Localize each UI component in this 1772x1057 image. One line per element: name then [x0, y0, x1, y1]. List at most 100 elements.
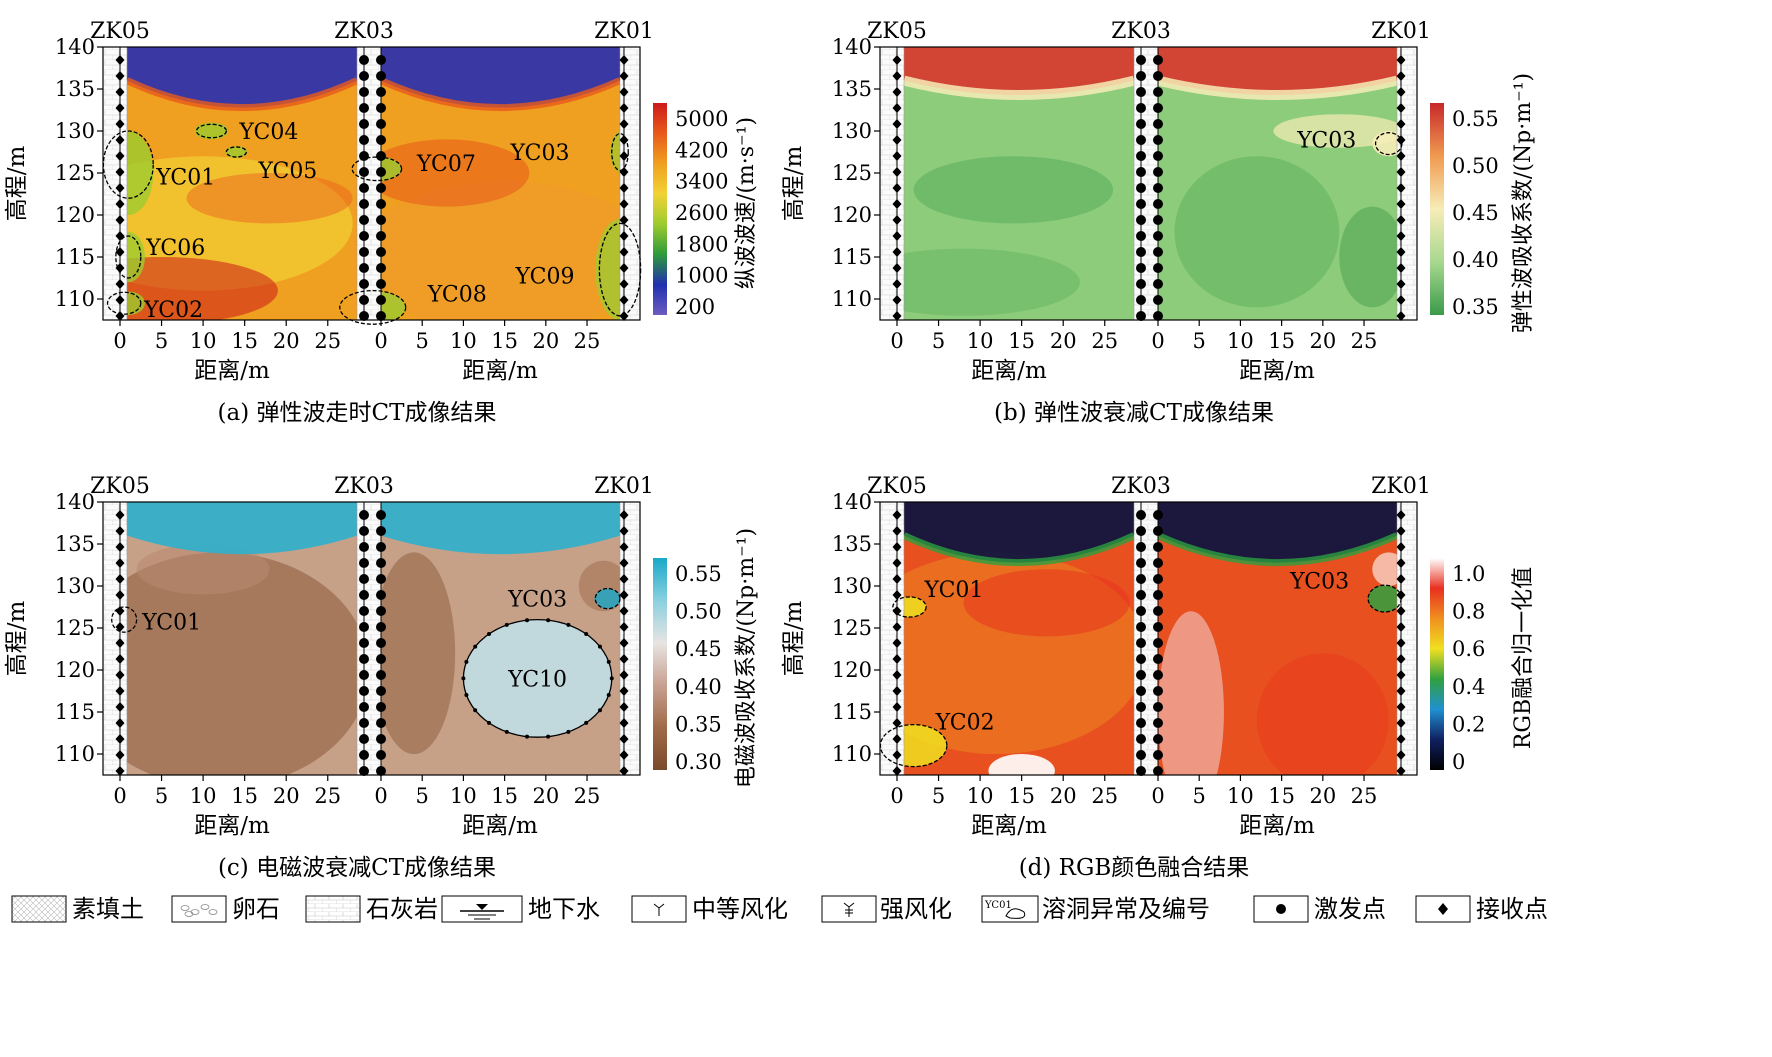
x-axis-label: 距离/m — [194, 813, 270, 839]
receiver-point — [115, 135, 125, 145]
y-tick-label: 115 — [55, 245, 95, 269]
receiver-point — [892, 590, 902, 600]
x-tick-label: 10 — [450, 784, 477, 808]
borehole-zk01 — [1396, 501, 1418, 776]
receiver-point — [1396, 574, 1406, 584]
receiver-point — [892, 734, 902, 744]
x-tick-label: 0 — [374, 784, 387, 808]
colorbar-tick-label: 0.30 — [675, 750, 722, 774]
receiver-point — [115, 526, 125, 536]
source-point — [359, 510, 369, 520]
receiver-point — [115, 167, 125, 177]
receiver-point — [619, 199, 629, 209]
anomaly-label: YC01 — [155, 166, 215, 191]
source-point — [1153, 103, 1163, 113]
source-point — [1153, 670, 1163, 680]
anomaly-outline — [111, 606, 138, 633]
source-point — [376, 750, 386, 760]
source-point — [1153, 718, 1163, 728]
legend-item-strong: 强风化 — [821, 895, 952, 923]
x-tick-label: 20 — [273, 329, 300, 353]
receiver-point — [619, 638, 629, 648]
receiver-point — [115, 590, 125, 600]
y-axis-label: 高程/m — [781, 601, 807, 677]
borehole-zk03 — [356, 46, 382, 321]
receiver-point — [892, 750, 902, 760]
source-point — [376, 622, 386, 632]
receiver-point — [619, 183, 629, 193]
x-axis-label: 距离/m — [462, 813, 538, 839]
receiver-point — [892, 670, 902, 680]
colorbar-label: RGB融合归一化值 — [1511, 567, 1536, 749]
colorbar-tick-label: 2600 — [675, 201, 728, 225]
receiver-point — [619, 686, 629, 696]
receiver-point — [619, 670, 629, 680]
receiver-point — [115, 718, 125, 728]
anomaly-label: YC03 — [507, 588, 567, 613]
anomaly-outline — [225, 146, 247, 158]
anomaly-label: YC03 — [1296, 129, 1356, 154]
receiver-point — [619, 55, 629, 65]
x-tick-label: 0 — [113, 784, 126, 808]
receiver-point — [115, 295, 125, 305]
anomaly-outline — [598, 222, 642, 317]
anomaly-outline — [1367, 584, 1402, 613]
panel-caption: (a) 弹性波走时CT成像结果 — [218, 400, 497, 426]
source-point — [359, 670, 369, 680]
x-tick-label: 5 — [416, 784, 429, 808]
y-tick-label: 115 — [832, 700, 872, 724]
source-point — [376, 167, 386, 177]
colorbar-tick-label: 0.55 — [1452, 107, 1499, 131]
x-tick-label: 5 — [155, 329, 168, 353]
section-zk03-zk01 — [381, 502, 620, 775]
source-point — [1153, 263, 1163, 273]
x-tick-label: 25 — [1351, 784, 1378, 808]
colorbar-tick-label: 1000 — [675, 264, 728, 288]
legend-label: 溶洞异常及编号 — [1042, 895, 1210, 923]
plot-frame — [102, 501, 641, 776]
source-point — [1153, 622, 1163, 632]
colorbar-tick-label: 1.0 — [1452, 562, 1485, 586]
receiver-point — [892, 71, 902, 81]
receiver-point — [1396, 71, 1406, 81]
anomaly-outline — [892, 596, 927, 618]
source-point — [1153, 87, 1163, 97]
x-tick-label: 25 — [574, 784, 601, 808]
source-point — [1136, 558, 1146, 568]
source-point — [1136, 542, 1146, 552]
receiver-point — [892, 119, 902, 129]
source-point — [376, 55, 386, 65]
source-point — [359, 87, 369, 97]
y-axis-label: 高程/m — [4, 146, 30, 222]
receiver-point — [892, 263, 902, 273]
source-point — [359, 311, 369, 321]
borehole-label: ZK01 — [1371, 474, 1431, 499]
anomaly-outline — [106, 291, 142, 315]
source-point — [1153, 231, 1163, 241]
x-tick-label: 25 — [1091, 329, 1118, 353]
legend-cave-sample: YC01 — [984, 900, 1012, 911]
receiver-point — [619, 247, 629, 257]
x-tick-label: 15 — [1008, 784, 1035, 808]
source-point — [359, 295, 369, 305]
receiver-point — [892, 167, 902, 177]
x-tick-label: 0 — [890, 784, 903, 808]
anomaly-label: YC03 — [510, 141, 570, 166]
source-point — [376, 263, 386, 273]
source-point — [359, 199, 369, 209]
x-tick-label: 15 — [1268, 329, 1295, 353]
x-axis-label: 距离/m — [1239, 358, 1315, 384]
receiver-point — [115, 55, 125, 65]
receiver-point — [619, 215, 629, 225]
legend-label: 中等风化 — [692, 895, 788, 923]
receiver-point — [892, 199, 902, 209]
x-tick-label: 10 — [190, 784, 217, 808]
receiver-point — [619, 510, 629, 520]
y-tick-label: 120 — [832, 658, 872, 682]
y-axis-label: 高程/m — [781, 146, 807, 222]
y-tick-label: 125 — [832, 161, 872, 185]
legend-label: 卵石 — [232, 895, 280, 923]
receiver-point — [115, 119, 125, 129]
source-point — [359, 183, 369, 193]
x-tick-label: 0 — [890, 329, 903, 353]
